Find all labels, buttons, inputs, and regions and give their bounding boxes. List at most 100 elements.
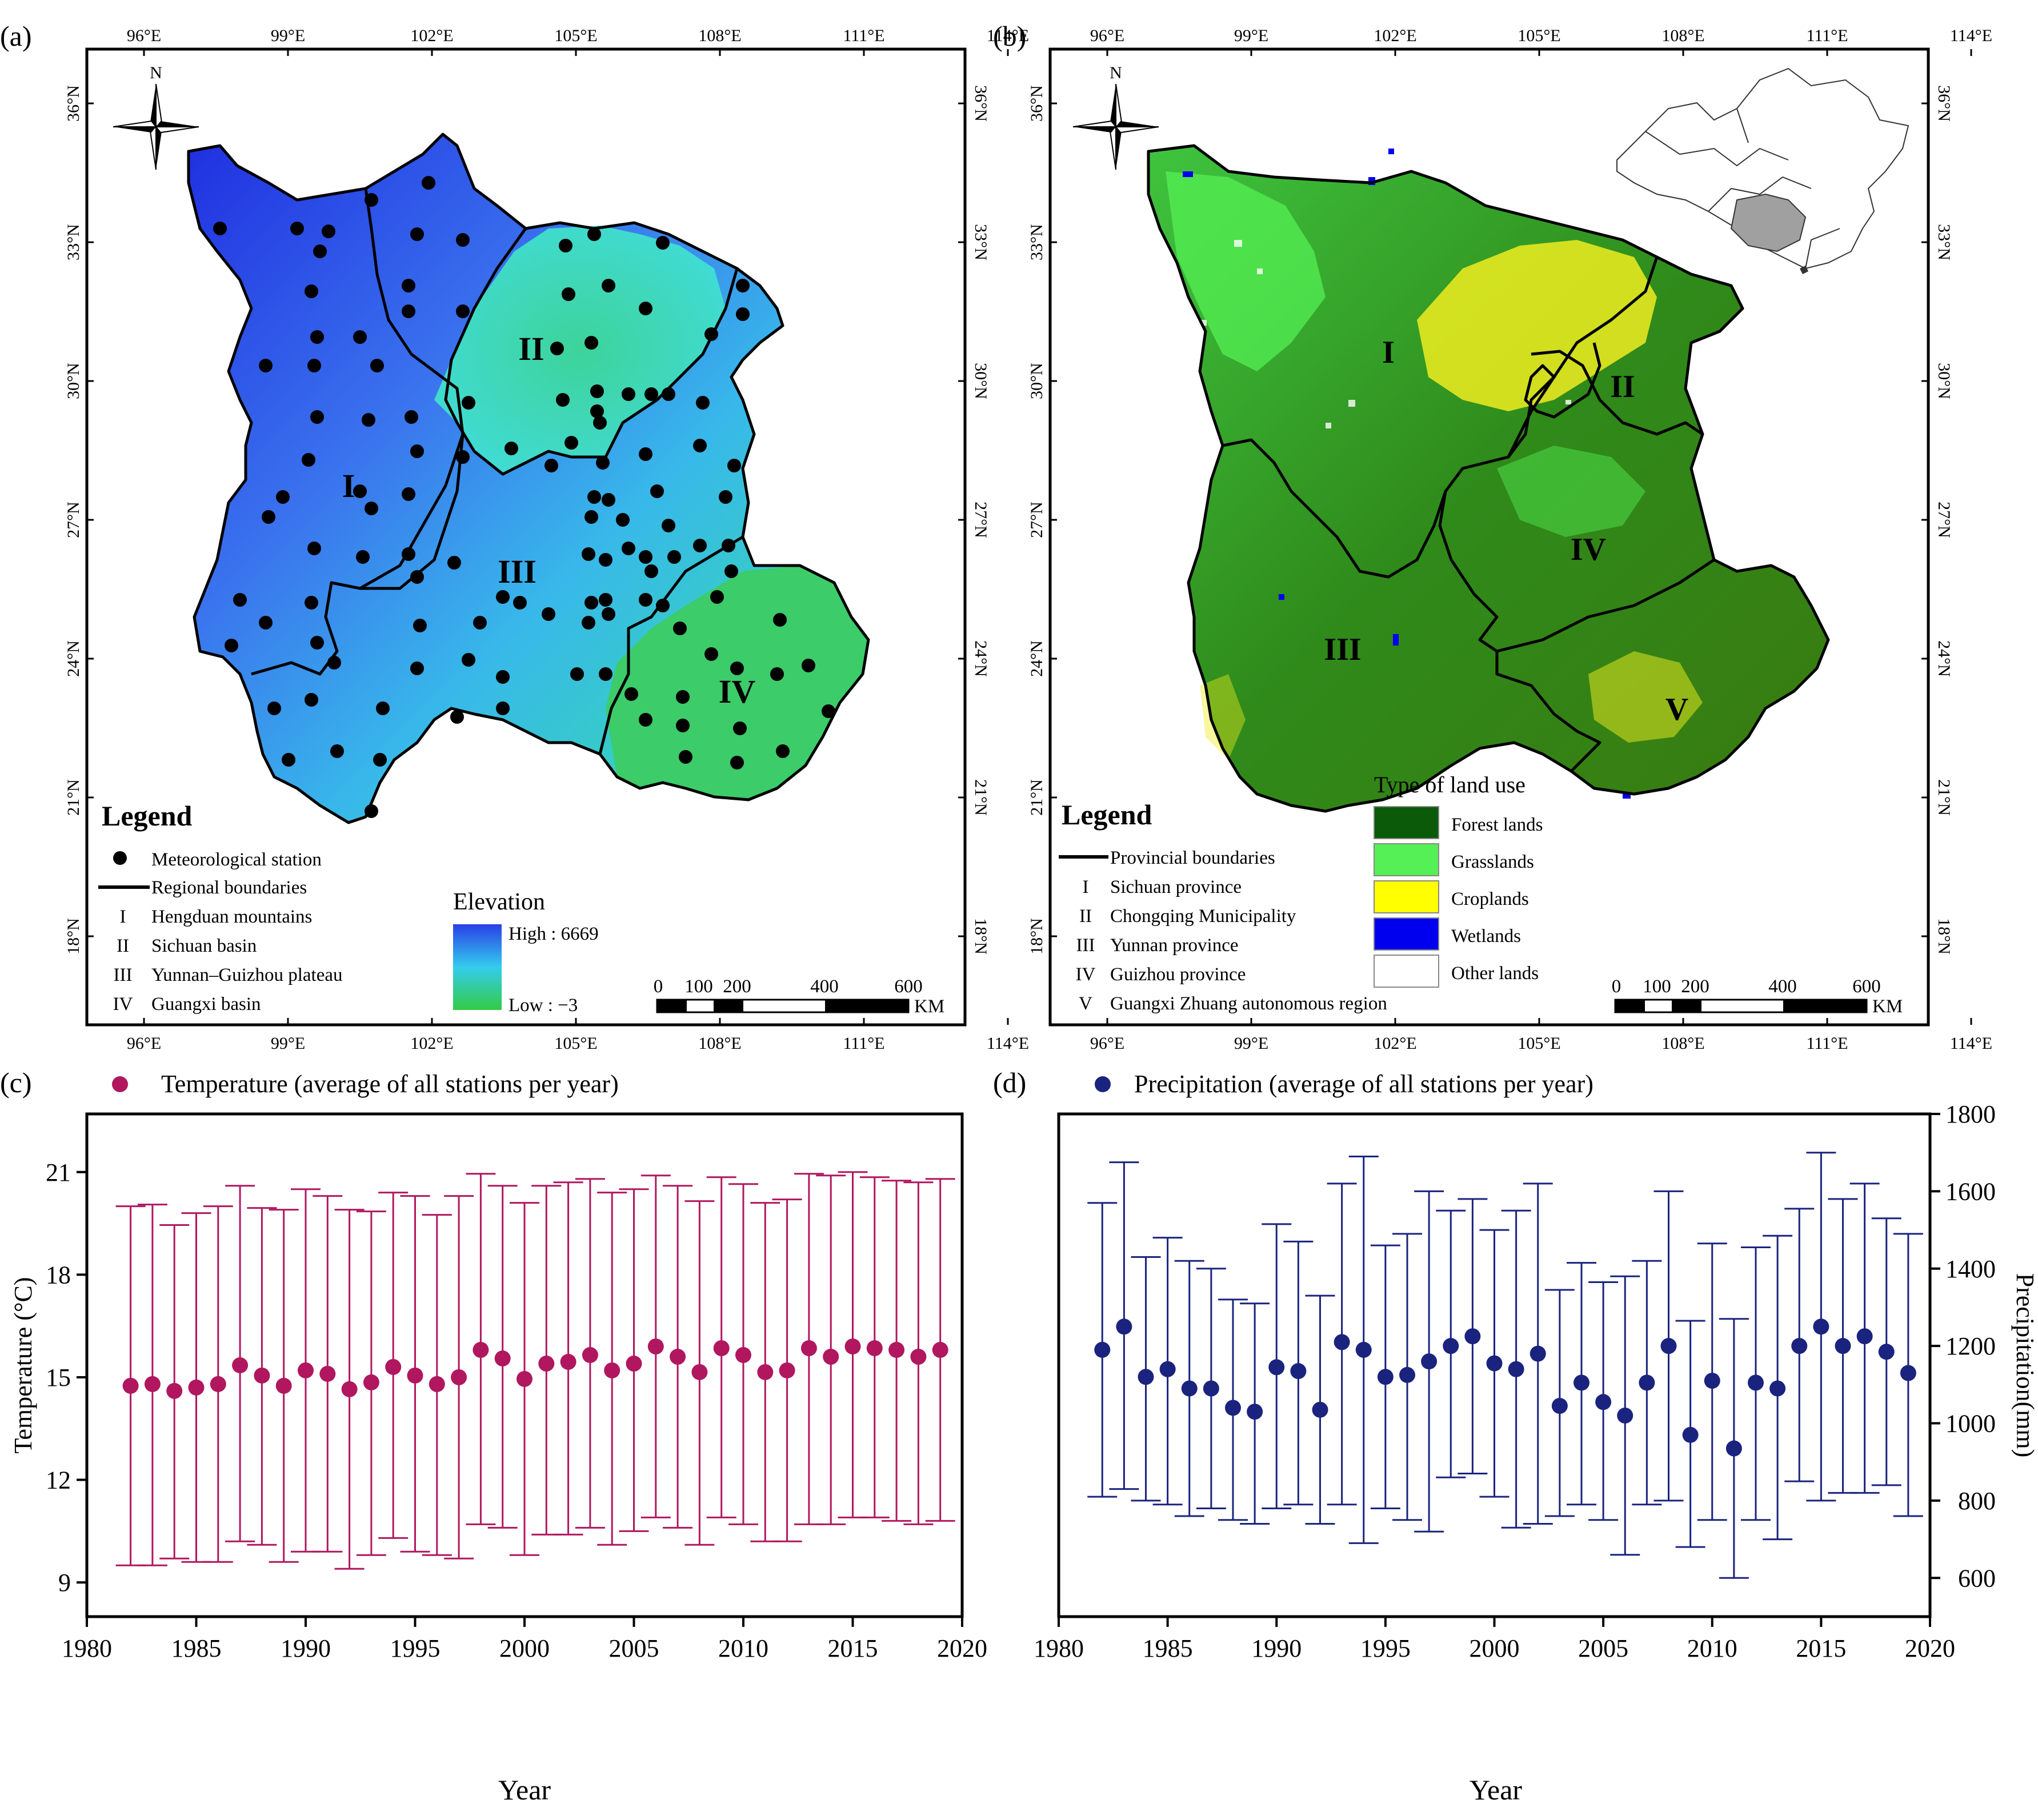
data-point	[604, 1362, 620, 1378]
map-a-lat-ticks-left: 36°N 33°N 30°N 27°N 24°N 21°N 18°N	[64, 85, 94, 955]
panel-b: (b) 96°E 99°E 102°E 105°E 108°E 111°E 114°E 96…	[993, 20, 1992, 1053]
map-a-frame	[85, 47, 967, 1027]
a-lat-label-right: 24°N	[971, 640, 990, 677]
a-lon-label-bottom: 111°E	[843, 1034, 884, 1053]
temperature-legend-marker	[112, 1076, 128, 1092]
data-point	[516, 1370, 532, 1387]
landuse-label: Forest lands	[1451, 815, 1543, 835]
b-lat-label-left: 33°N	[1027, 224, 1046, 260]
data-point	[1835, 1338, 1851, 1354]
data-point	[910, 1349, 927, 1365]
landuse-swatch	[1374, 955, 1439, 988]
data-point	[713, 1340, 730, 1357]
a-lon-label-bottom: 102°E	[410, 1034, 453, 1053]
china-inset-map	[1616, 67, 1909, 274]
data-point	[275, 1377, 292, 1394]
a-lat-label-left: 30°N	[64, 363, 83, 399]
a-lat-label-left: 33°N	[64, 224, 83, 260]
data-point	[560, 1354, 576, 1370]
x-tick-label: 2000	[1470, 1634, 1520, 1662]
b-lon-label-bottom: 105°E	[1518, 1034, 1560, 1053]
north-label-b: N	[1110, 63, 1122, 82]
precipitation-xlabel: Year	[1470, 1774, 1522, 1806]
b-lat-label-left: 18°N	[1027, 918, 1046, 955]
data-point	[932, 1342, 948, 1358]
data-point	[1247, 1404, 1263, 1420]
data-point	[1355, 1341, 1372, 1358]
elevation-high: High : 6669	[509, 924, 599, 944]
b-lat-label-right: 24°N	[1935, 640, 1953, 677]
data-point	[1116, 1318, 1132, 1335]
y-tick-label: 15	[46, 1364, 71, 1392]
data-point	[1443, 1338, 1459, 1354]
landuse-title: Type of land use	[1374, 772, 1526, 797]
a-lat-label-left: 27°N	[64, 502, 83, 538]
landuse-swatch	[1374, 917, 1439, 951]
data-point	[1573, 1374, 1589, 1391]
data-point	[1203, 1380, 1219, 1397]
data-point	[341, 1381, 358, 1397]
data-point	[494, 1350, 511, 1367]
b-lon-label-top: 105°E	[1518, 26, 1560, 45]
meteorological-stations	[213, 176, 835, 818]
data-point	[800, 1340, 817, 1357]
a-lat-label-right: 30°N	[971, 363, 990, 399]
legend-b-region-numeral: IV	[1076, 964, 1096, 985]
map-b-lon-ticks-top: 96°E 99°E 102°E 105°E 108°E 111°E 114°E	[1090, 26, 1992, 56]
x-tick-label: 1980	[1034, 1634, 1084, 1662]
data-point	[1508, 1361, 1524, 1377]
legend-a-region-numeral: IV	[113, 994, 133, 1015]
legend-b-region-name: Yunnan province	[1110, 935, 1239, 956]
data-point	[538, 1356, 555, 1372]
data-point	[647, 1338, 664, 1355]
legend-b-region-numeral: III	[1076, 935, 1095, 956]
b-region-label-IV: IV	[1571, 532, 1606, 567]
station-legend-symbol	[113, 851, 127, 865]
data-point	[1595, 1394, 1612, 1410]
scale-tick-label: 100	[1643, 976, 1671, 997]
x-tick-label: 1980	[62, 1634, 112, 1662]
scale-tick-label: 400	[810, 976, 839, 997]
north-arrow-b: N	[1072, 63, 1159, 170]
precipitation-legend-marker	[1095, 1076, 1111, 1092]
x-tick-label: 1985	[171, 1634, 222, 1662]
y-tick-label: 1200	[1945, 1332, 1996, 1360]
legend-b-region-name: Chongqing Municipality	[1110, 906, 1296, 927]
a-lon-label-bottom: 99°E	[271, 1034, 305, 1053]
scale-bar-b: 0 100 200 400 600 KM	[1612, 976, 1903, 1017]
data-point	[823, 1349, 839, 1365]
panel-d-label: (d)	[993, 1067, 1026, 1099]
b-lon-label-top: 108°E	[1661, 26, 1704, 45]
panel-b-label: (b)	[993, 20, 1026, 52]
data-point	[1464, 1328, 1481, 1345]
cropland-patches	[1200, 240, 1703, 760]
b-region-label-III: III	[1324, 632, 1361, 667]
b-region-label-II: II	[1610, 369, 1635, 404]
legend-a-region-numeral: II	[117, 936, 129, 956]
scale-tick-label: 200	[1681, 976, 1709, 997]
temperature-ylabel: Temperature (°C)	[9, 1277, 37, 1454]
a-lon-label-top: 111°E	[843, 26, 884, 45]
data-point	[1334, 1334, 1350, 1350]
y-tick-label: 800	[1958, 1487, 1996, 1515]
x-tick-label: 2015	[1796, 1634, 1846, 1662]
y-tick-label: 21	[46, 1158, 71, 1186]
precipitation-series	[1087, 1152, 1923, 1579]
data-point	[1617, 1408, 1633, 1424]
legend-b-landuse: Forest lands Grasslands Croplands Wetlands O…	[1374, 806, 1543, 988]
data-point	[844, 1338, 861, 1355]
legend-a-region-numeral: III	[114, 965, 133, 985]
data-point	[363, 1374, 379, 1390]
panel-d: (d) Precipitation (average of all statio…	[993, 1067, 2038, 1806]
data-point	[1748, 1374, 1764, 1391]
legend-b-region-name: Guangxi Zhuang autonomous region	[1110, 993, 1387, 1014]
region-label-III: III	[498, 553, 536, 590]
scale-bar-a: 0 100 200 400 600 KM	[654, 976, 944, 1017]
data-point	[298, 1362, 314, 1378]
b-lat-label-right: 30°N	[1935, 363, 1953, 399]
x-tick-label: 2010	[1687, 1634, 1737, 1662]
x-tick-label: 2020	[937, 1634, 987, 1662]
map-a-lat-ticks-right: 36°N 33°N 30°N 27°N 24°N 21°N 18°N	[958, 85, 990, 955]
legend-a: Legend Meteorological station Regional b…	[98, 800, 599, 1016]
region-label-IV: IV	[719, 673, 756, 710]
